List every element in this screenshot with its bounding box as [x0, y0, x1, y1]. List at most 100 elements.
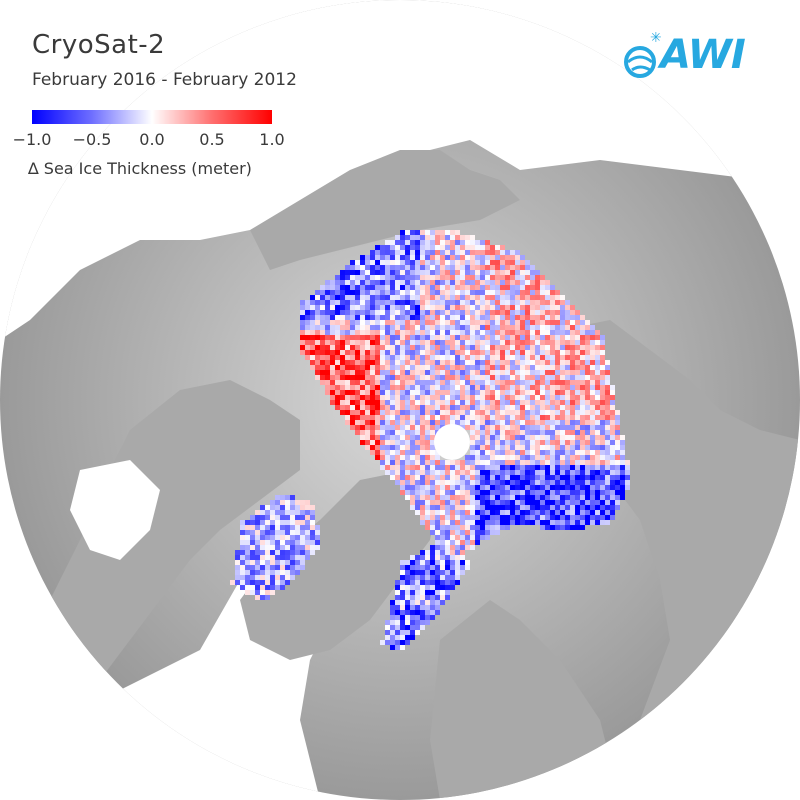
ice-cell	[500, 385, 505, 390]
ice-cell	[310, 545, 315, 550]
ice-cell	[570, 315, 575, 320]
ice-cell	[360, 285, 365, 290]
ice-cell	[420, 510, 425, 515]
ice-cell	[415, 285, 420, 290]
ice-cell	[465, 300, 470, 305]
ice-cell	[605, 440, 610, 445]
ice-cell	[305, 500, 310, 505]
ice-cell	[565, 390, 570, 395]
ice-cell	[430, 370, 435, 375]
ice-cell	[365, 350, 370, 355]
ice-cell	[380, 255, 385, 260]
ice-cell	[470, 435, 475, 440]
ice-cell	[435, 285, 440, 290]
ice-cell	[425, 410, 430, 415]
ice-cell	[485, 390, 490, 395]
ice-cell	[455, 530, 460, 535]
ice-cell	[355, 320, 360, 325]
ice-cell	[560, 350, 565, 355]
ice-cell	[555, 370, 560, 375]
ice-cell	[300, 530, 305, 535]
ice-cell	[555, 380, 560, 385]
ice-cell	[415, 320, 420, 325]
ice-cell	[500, 255, 505, 260]
ice-cell	[455, 500, 460, 505]
ice-cell	[340, 310, 345, 315]
ice-cell	[545, 410, 550, 415]
ice-cell	[385, 315, 390, 320]
ice-cell	[310, 345, 315, 350]
ice-cell	[375, 355, 380, 360]
ice-cell	[525, 385, 530, 390]
ice-cell	[380, 295, 385, 300]
ice-cell	[355, 430, 360, 435]
ice-cell	[605, 390, 610, 395]
ice-cell	[235, 555, 240, 560]
ice-cell	[545, 285, 550, 290]
ice-cell	[430, 385, 435, 390]
ice-cell	[455, 335, 460, 340]
ice-cell	[575, 440, 580, 445]
ice-cell	[235, 565, 240, 570]
awi-logo: ✳ AWI	[622, 30, 752, 90]
ice-cell	[555, 290, 560, 295]
ice-cell	[530, 370, 535, 375]
ice-cell	[245, 545, 250, 550]
ice-cell	[510, 345, 515, 350]
ice-cell	[575, 390, 580, 395]
ice-cell	[480, 260, 485, 265]
ice-cell	[265, 520, 270, 525]
ice-cell	[545, 490, 550, 495]
ice-cell	[375, 375, 380, 380]
ice-cell	[325, 305, 330, 310]
ice-cell	[605, 400, 610, 405]
ice-cell	[450, 460, 455, 465]
ice-cell	[480, 410, 485, 415]
ice-cell	[325, 360, 330, 365]
ice-cell	[510, 420, 515, 425]
ice-cell	[460, 325, 465, 330]
ice-cell	[410, 435, 415, 440]
ice-cell	[405, 445, 410, 450]
ice-cell	[360, 270, 365, 275]
ice-cell	[555, 335, 560, 340]
ice-cell	[340, 395, 345, 400]
ice-cell	[535, 475, 540, 480]
ice-cell	[475, 325, 480, 330]
ice-cell	[415, 430, 420, 435]
ice-cell	[530, 440, 535, 445]
ice-cell	[530, 280, 535, 285]
ice-cell	[605, 460, 610, 465]
ice-cell	[405, 345, 410, 350]
ice-cell	[455, 245, 460, 250]
ice-cell	[475, 440, 480, 445]
ice-cell	[370, 260, 375, 265]
ice-cell	[435, 340, 440, 345]
ice-cell	[275, 540, 280, 545]
ice-cell	[530, 510, 535, 515]
ice-cell	[405, 625, 410, 630]
ice-cell	[580, 460, 585, 465]
ice-cell	[420, 580, 425, 585]
ice-cell	[340, 410, 345, 415]
ice-cell	[485, 395, 490, 400]
ice-cell	[335, 395, 340, 400]
ice-cell	[390, 625, 395, 630]
ice-cell	[425, 465, 430, 470]
ice-cell	[490, 325, 495, 330]
ice-cell	[300, 335, 305, 340]
ice-cell	[260, 535, 265, 540]
ice-cell	[520, 285, 525, 290]
ice-cell	[475, 365, 480, 370]
ice-cell	[465, 385, 470, 390]
ice-cell	[530, 325, 535, 330]
ice-cell	[295, 565, 300, 570]
ice-cell	[545, 510, 550, 515]
ice-cell	[470, 425, 475, 430]
ice-cell	[480, 310, 485, 315]
ice-cell	[495, 280, 500, 285]
ice-cell	[425, 595, 430, 600]
ice-cell	[420, 270, 425, 275]
ice-cell	[255, 570, 260, 575]
ice-cell	[335, 360, 340, 365]
